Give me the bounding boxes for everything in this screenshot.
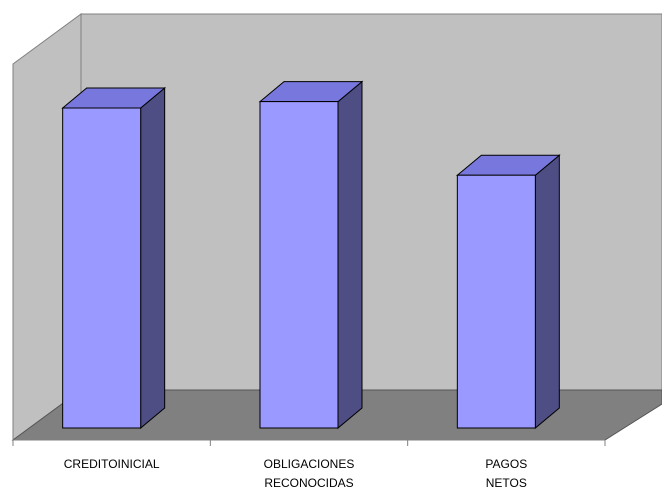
bar [455,154,561,430]
back-wall [80,13,662,391]
bar-side [337,80,363,430]
category-label: OBLIGACIONES RECONOCIDAS [264,457,355,490]
category-label: CREDITOINICIAL [64,457,160,471]
bar-front [62,107,142,429]
bar [258,80,364,430]
bars [61,80,561,430]
bar-side [534,154,560,430]
bar-front [259,101,339,429]
category-labels: CREDITOINICIAL OBLIGACIONES RECONOCIDAS PAG… [64,457,527,490]
category-axis [12,439,606,446]
category-label: PAGOS NETOS [485,457,527,490]
bar-side [140,86,166,430]
bar-front [456,174,536,429]
bar [61,86,167,430]
